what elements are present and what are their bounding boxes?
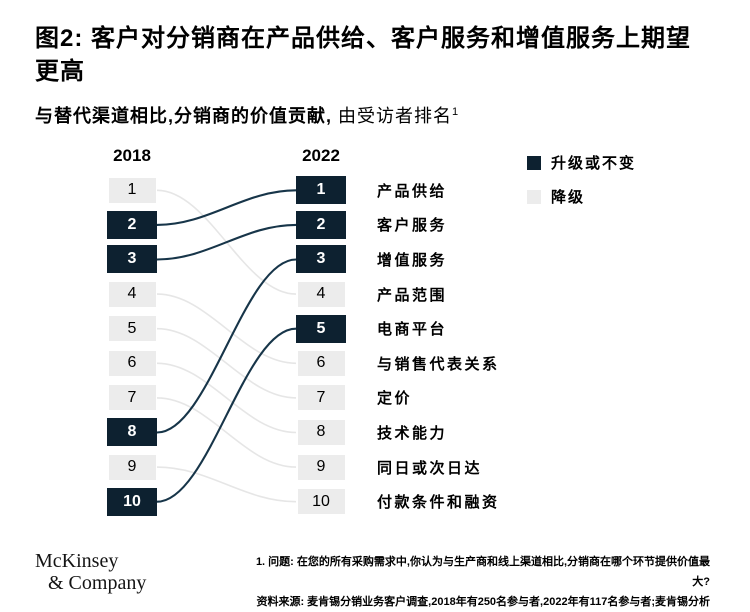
rank-connector	[156, 397, 297, 468]
rank-box-2022-5: 5	[296, 314, 346, 343]
rank-box-2018-2: 2	[107, 210, 157, 239]
column-header-2022: 2022	[302, 146, 340, 165]
rank-box-2022-9: 9	[297, 454, 345, 480]
legend: 升级或不变 降级	[527, 152, 636, 220]
category-label-1: 产品供给	[377, 182, 448, 200]
subtitle-bold-text: 与替代渠道相比,分销商的价值贡献,	[35, 106, 333, 126]
subtitle-footnote-marker: 1	[452, 106, 460, 118]
column-header-2018: 2018	[113, 146, 151, 165]
rank-column-2018: 1 2 3 4 5 6 7 8 9 10	[107, 173, 157, 519]
rank-box-2018-3: 3	[107, 245, 157, 274]
rank-box-2018-10: 10	[107, 487, 157, 516]
subtitle-regular-text: 由受访者排名	[338, 106, 453, 126]
category-label-2: 客户服务	[377, 217, 448, 235]
legend-row-down: 降级	[527, 186, 636, 207]
rank-connector	[156, 223, 297, 261]
category-label-8: 技术能力	[377, 424, 448, 442]
footnote-source: 资料来源: 麦肯锡分销业务客户调查,2018年有250名参与者,2022年有11…	[256, 596, 710, 608]
rank-box-2022-7: 7	[297, 385, 345, 411]
legend-row-up: 升级或不变	[527, 152, 636, 173]
category-label-10: 付款条件和融资	[377, 494, 500, 512]
rank-connector	[156, 327, 297, 399]
footnotes: 1. 问题: 在您的所有采购需求中,你认为与生产商和线上渠道相比,分销商在哪个环…	[240, 552, 710, 612]
figure-title: 图2: 客户对分销商在产品供给、客户服务和增值服务上期望更高	[35, 25, 692, 85]
category-label-5: 电商平台	[377, 321, 448, 339]
rank-box-2022-4: 4	[297, 281, 345, 307]
rank-connector	[156, 362, 297, 434]
legend-label-down: 降级	[551, 189, 586, 206]
rank-box-2018-1: 1	[108, 177, 156, 203]
category-label-7: 定价	[377, 390, 413, 408]
rank-box-2022-8: 8	[297, 419, 345, 445]
category-label-9: 同日或次日达	[377, 459, 483, 477]
logo-line-2: & Company	[48, 572, 147, 594]
rank-connector	[156, 466, 297, 503]
rank-box-2022-10: 10	[297, 489, 345, 515]
legend-swatch-down-icon	[527, 189, 541, 204]
rank-connector	[156, 258, 297, 434]
rank-box-2018-9: 9	[108, 454, 156, 480]
figure-subtitle: 与替代渠道相比,分销商的价值贡献, 由受访者排名1	[35, 100, 715, 128]
rank-connector	[156, 293, 297, 365]
category-label-4: 产品范围	[377, 286, 448, 304]
category-label-6: 与销售代表关系	[377, 355, 500, 373]
footnote-question: 1. 问题: 在您的所有采购需求中,你认为与生产商和线上渠道相比,分销商在哪个环…	[255, 556, 710, 588]
rank-box-2018-6: 6	[108, 350, 156, 376]
rank-box-2022-3: 3	[296, 245, 346, 274]
rank-box-2018-7: 7	[108, 385, 156, 411]
rank-box-2018-4: 4	[108, 281, 156, 307]
rank-box-2018-5: 5	[108, 316, 156, 342]
rank-connector	[156, 189, 297, 226]
category-label-3: 增值服务	[377, 251, 448, 269]
rank-box-2018-8: 8	[107, 418, 157, 447]
legend-swatch-up-icon	[527, 155, 541, 170]
rank-column-2022: 1 2 3 4 5 6 7 8 9 10	[296, 173, 346, 519]
rank-box-2022-2: 2	[296, 210, 346, 239]
rank-box-2022-1: 1	[296, 176, 346, 205]
logo-line-1: McKinsey	[35, 550, 119, 572]
rank-box-2022-6: 6	[297, 350, 345, 376]
legend-label-up: 升级或不变	[551, 155, 637, 172]
category-label-column: 产品供给 客户服务 增值服务 产品范围 电商平台 与销售代表关系 定价 技术能力…	[377, 173, 687, 519]
mckinsey-logo: McKinsey & Company	[35, 550, 146, 594]
rank-connector	[156, 189, 297, 295]
rank-connector	[156, 327, 297, 503]
